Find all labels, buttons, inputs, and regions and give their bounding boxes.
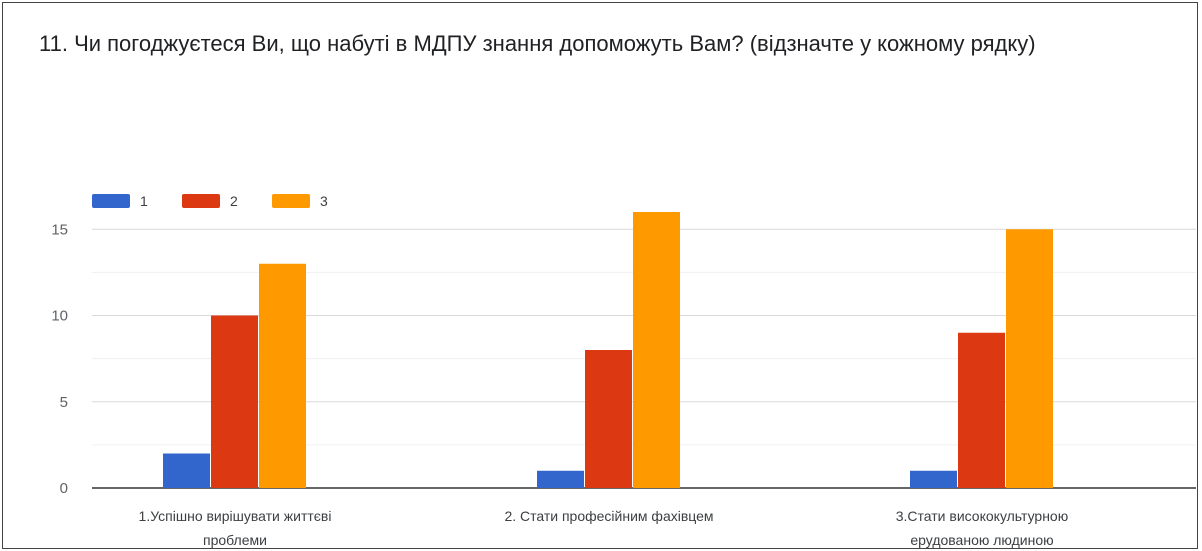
legend-swatch-2[interactable] <box>182 194 220 208</box>
bar-series-3-cat-2[interactable] <box>633 212 680 488</box>
legend-label[interactable]: 1 <box>140 193 148 209</box>
category-label: 1.Успішно вирішувати життєві <box>139 508 332 524</box>
y-tick-label: 15 <box>51 221 68 238</box>
bar-series-1-cat-3[interactable] <box>910 470 957 488</box>
bar-series-3-cat-3[interactable] <box>1006 229 1053 488</box>
category-label: 3.Стати висококультурною <box>896 508 1068 524</box>
legend: 1 2 3 <box>92 193 328 209</box>
chart-title: 11. Чи погоджуєтеся Ви, що набуті в МДПУ… <box>39 31 1036 56</box>
legend-label[interactable]: 3 <box>320 193 328 209</box>
bar-series-2-cat-1[interactable] <box>211 315 258 489</box>
category-labels: 1.Успішно вирішувати життєві проблеми 2. С… <box>139 508 1069 548</box>
bars <box>163 212 1053 488</box>
bar-series-1-cat-1[interactable] <box>163 453 210 489</box>
y-axis-ticks: 0 5 10 15 <box>51 221 68 497</box>
legend-swatch-3[interactable] <box>272 194 310 208</box>
category-label: проблеми <box>203 532 267 548</box>
category-label: ерудованою людиною <box>910 532 1053 548</box>
bar-series-2-cat-3[interactable] <box>958 332 1005 488</box>
legend-label[interactable]: 2 <box>230 193 238 209</box>
y-tick-label: 5 <box>60 394 68 411</box>
y-tick-label: 10 <box>51 308 68 325</box>
bar-series-1-cat-2[interactable] <box>537 470 584 488</box>
y-tick-label: 0 <box>60 480 68 497</box>
category-label: 2. Стати професійним фахівцем <box>504 508 713 524</box>
bar-series-3-cat-1[interactable] <box>259 263 306 488</box>
legend-swatch-1[interactable] <box>92 194 130 208</box>
bar-series-2-cat-2[interactable] <box>585 350 632 488</box>
